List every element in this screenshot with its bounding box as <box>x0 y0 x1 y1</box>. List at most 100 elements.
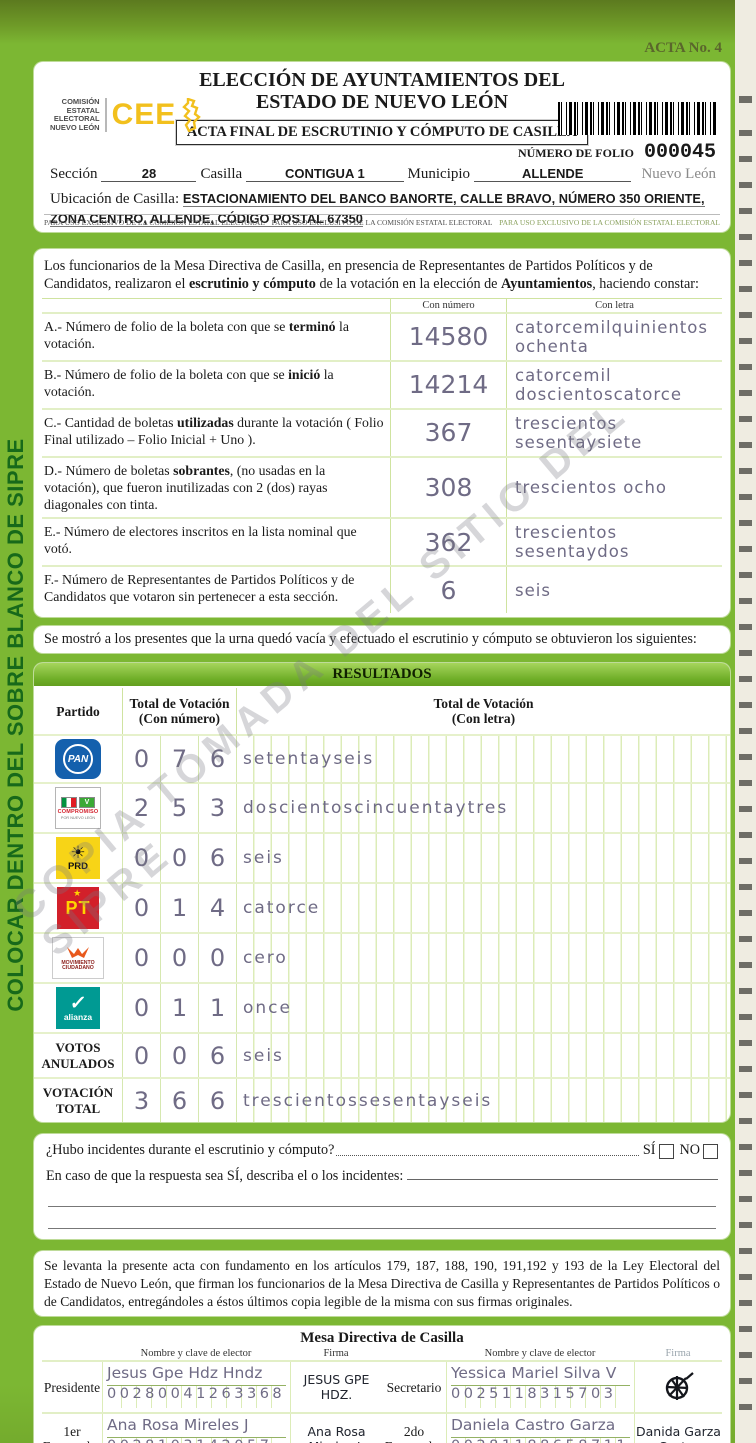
ubicacion-label: Ubicación de Casilla: <box>50 191 180 207</box>
result-row-votos-anulados: VOTOS ANULADOS 0 0 6 seis <box>34 1032 730 1078</box>
escrutador1-clave: 0028103142057 <box>107 1438 286 1443</box>
role-presidente: Presidente <box>43 1379 101 1395</box>
ubicacion-value: ESTACIONAMIENTO DEL BANCO BANORTE, CALLE… <box>50 191 705 228</box>
count-b-number: 14214 <box>408 370 489 400</box>
nuevo-leon-state-icon <box>182 98 202 133</box>
col-con-letra: Con letra <box>506 298 722 312</box>
incidents-question: ¿Hubo incidentes durante el escrutinio y… <box>46 1142 335 1159</box>
movimiento-ciudadano-logo-icon: MOVIMIENTO CIUDADANO <box>52 937 104 980</box>
result-row-prd: ☀ PRD 0 0 6 seis <box>34 832 730 883</box>
escrutador2-signature: Danida Garza Castro <box>636 1424 721 1443</box>
escrutador1-name: Ana Rosa Mireles J <box>107 1416 286 1439</box>
votos-anulados-label: VOTOS ANULADOS <box>41 1040 115 1071</box>
intro-paragraph: Los funcionarios de la Mesa Directiva de… <box>44 258 699 293</box>
count-e-words: trescientos sesentaydos <box>515 523 630 562</box>
result-row-movimiento-ciudadano: MOVIMIENTO CIUDADANO 0 0 0 cero <box>34 932 730 983</box>
counts-column-headers: Con número Con letra <box>42 297 722 312</box>
prd-logo-icon: ☀ PRD <box>56 837 100 880</box>
legal-statement: Se levanta la presente acta con fundamen… <box>44 1258 720 1309</box>
escrutador2-name: Daniela Castro Garza <box>451 1416 630 1439</box>
casilla-value: CONTIGUA 1 <box>246 166 404 182</box>
escrutador2-clave: 00281188658711 <box>451 1438 630 1443</box>
pan-digit: 0 <box>133 745 150 774</box>
pan-votes-words: setentayseis <box>243 749 375 770</box>
result-row-alianza: ✓ alianza 0 1 1 once <box>34 982 730 1033</box>
perforation-strip <box>735 0 756 1443</box>
result-row-pan: PAN 0 7 6 setentayseis <box>34 734 730 783</box>
seccion-value: 28 <box>101 166 197 182</box>
role-secretario: Secretario <box>386 1379 442 1395</box>
count-c-number: 367 <box>424 418 473 448</box>
mesa-directiva-panel: Mesa Directiva de Casilla Nombre y clave… <box>34 1326 730 1443</box>
count-d-number: 308 <box>424 473 473 503</box>
count-a-number: 14580 <box>408 322 489 352</box>
exclusive-use-2: PARA USO EXCLUSIVO DE LA COMISIÓN ESTATA… <box>271 218 493 227</box>
pri-votes-words: doscientoscincuentaytres <box>243 798 509 819</box>
result-row-votacion-total: VOTACIÓN TOTAL 3 6 6 trescientossesentay… <box>34 1077 730 1123</box>
header-card: ELECCIÓN DE AYUNTAMIENTOS DEL ESTADO DE … <box>34 62 730 232</box>
count-row-e: E.- Número de electores inscritos en la … <box>42 517 722 566</box>
no-label: NO <box>679 1142 701 1159</box>
anulados-votes-words: seis <box>243 1045 284 1066</box>
pt-logo-icon: ★ PT <box>57 887 99 930</box>
count-d-words: trescientos ocho <box>515 478 668 498</box>
pt-votes-words: catorce <box>243 898 321 919</box>
header-total-numero: Total de Votación (Con número) <box>122 688 236 735</box>
count-a-words: catorcemilquinientos ochenta <box>515 317 708 356</box>
incidents-blank-line-2 <box>48 1207 716 1230</box>
mc-eagle-icon <box>67 946 89 958</box>
incidents-panel: ¿Hubo incidentes durante el escrutinio y… <box>34 1134 730 1240</box>
results-panel: RESULTADOS Partido Total de Votación (Con… <box>34 663 730 1123</box>
result-row-pt: ★ PT 0 1 4 catorce <box>34 882 730 933</box>
col-con-numero: Con número <box>390 298 506 312</box>
mesa-row-2: 1er Escrutador Ana Rosa Mireles J 002810… <box>42 1412 722 1443</box>
exclusive-use-1: PARA USO EXCLUSIVO DE LA COMISIÓN ESTATA… <box>44 218 265 227</box>
count-row-f: F.- Número de Representantes de Partidos… <box>42 565 722 614</box>
ballot-counts-panel: Los funcionarios de la Mesa Directiva de… <box>34 249 730 618</box>
exclusive-use-strip: PARA USO EXCLUSIVO DE LA COMISIÓN ESTATA… <box>44 214 720 227</box>
role-1er-escrutador: 1er Escrutador <box>43 1423 101 1443</box>
election-title-line1: ELECCIÓN DE AYUNTAMIENTOS DEL <box>199 69 565 91</box>
alianza-votes-words: once <box>243 998 292 1019</box>
role-2do-escrutador: 2do Escrutador <box>385 1423 443 1443</box>
count-row-b: B.- Número de folio de la boleta con que… <box>42 359 722 408</box>
pri-compromiso-logo-icon: V COMPROMISO POR NUEVO LEÓN <box>55 787 101 830</box>
results-header-row: Partido Total de Votación (Con número) To… <box>34 688 730 735</box>
count-c-words: trescientos sesentaysiete <box>515 413 643 452</box>
count-row-d: D.- Número de boletas sobrantes, (no usa… <box>42 455 722 518</box>
cee-org-name: COMISIÓN ESTATAL ELECTORAL NUEVO LEÓN <box>50 97 100 132</box>
count-b-words: catorcemil doscientoscatorce <box>515 365 682 404</box>
secretario-signature-scribble <box>665 1372 694 1401</box>
result-row-pri-compromiso: V COMPROMISO POR NUEVO LEÓN 2 5 3 doscie… <box>34 782 730 833</box>
mesa-headers: Nombre y clave de elector Firma Nombre y… <box>140 1348 691 1360</box>
header-partido: Partido <box>56 703 100 719</box>
verde-flag-icon: V <box>79 796 95 808</box>
municipio-label: Municipio <box>407 166 471 182</box>
total-votes-words: trescientossesentayseis <box>243 1090 493 1111</box>
casilla-label: Casilla <box>200 166 243 182</box>
header-total-letra: Total de Votación (Con letra) <box>236 688 730 735</box>
presidente-clave: 00280041263368 <box>107 1386 286 1409</box>
incidents-blank-line-0 <box>407 1166 718 1181</box>
exclusive-use-3: PARA USO EXCLUSIVO DE LA COMISIÓN ESTATA… <box>499 218 720 227</box>
mesa-row-1: Presidente Jesus Gpe Hdz Hndz 0028004126… <box>42 1360 722 1413</box>
legal-statement-panel: Se levanta la presente acta con fundamen… <box>34 1251 730 1317</box>
pri-flag-icon <box>61 796 77 808</box>
election-title-line2: ESTADO DE NUEVO LEÓN <box>255 91 509 114</box>
si-label: SÍ <box>642 1142 656 1159</box>
folio-value: 000045 <box>643 141 716 164</box>
no-checkbox <box>703 1144 718 1160</box>
results-title-bar: RESULTADOS <box>34 663 730 689</box>
prd-votes-words: seis <box>243 848 284 869</box>
presidente-signature: JESUS GPE HDZ. <box>303 1372 370 1403</box>
estado-label: Nuevo León <box>641 166 716 182</box>
cee-logo: COMISIÓN ESTATAL ELECTORAL NUEVO LEÓN CE… <box>50 97 202 133</box>
count-f-number: 6 <box>440 575 457 605</box>
municipio-value: ALLENDE <box>474 166 632 182</box>
pan-logo-icon: PAN <box>55 739 101 780</box>
count-row-c: C.- Cantidad de boletas utilizadas duran… <box>42 407 722 456</box>
si-checkbox <box>658 1144 674 1160</box>
mc-votes-words: cero <box>243 948 288 969</box>
votacion-total-label: VOTACIÓN TOTAL <box>42 1085 114 1116</box>
cee-acronym: CEE <box>111 98 177 132</box>
